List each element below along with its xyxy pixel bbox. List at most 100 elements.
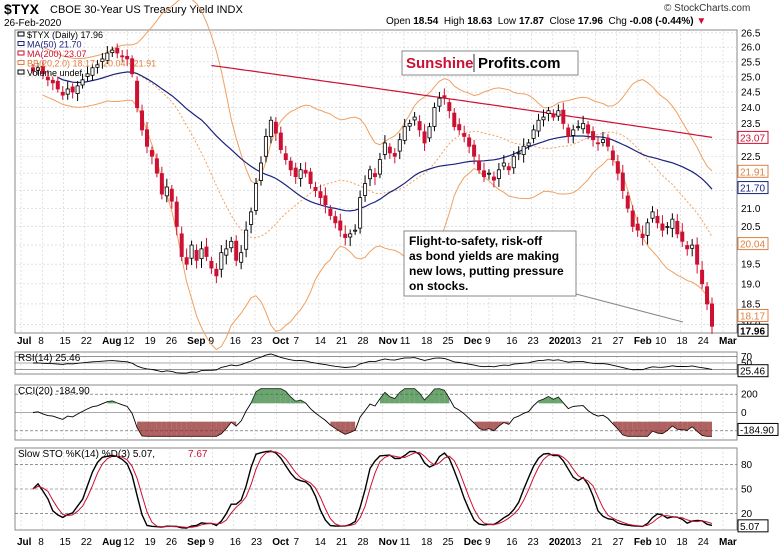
legend-swatch (17, 41, 25, 46)
cci-oversold-fill (702, 421, 708, 437)
bollinger-upper-band (42, 0, 713, 185)
price-value-box (737, 308, 769, 322)
cci-overbought-fill (543, 396, 549, 404)
candle-body (135, 80, 140, 108)
logo-part2: Profits.com (478, 55, 561, 72)
x-axis-label-top: 15 (60, 336, 72, 347)
cci-overbought-fill (251, 391, 257, 404)
low-label: Low (497, 16, 517, 27)
cci-oversold-fill (171, 421, 177, 437)
cci-overbought-fill (553, 397, 559, 404)
candle-body (278, 132, 283, 150)
candle-body (144, 129, 149, 147)
symbol: $TYX (4, 1, 40, 17)
candle-body (566, 127, 571, 137)
candle-body (60, 91, 65, 96)
cci-overbought-fill (409, 388, 415, 404)
candle-body (610, 150, 615, 161)
price-value-label: 21.91 (737, 164, 769, 178)
candle-body (110, 49, 115, 53)
down-arrow-icon: ▼ (696, 16, 707, 27)
x-axis-label-top: 10 (655, 336, 667, 347)
candle-body (516, 152, 521, 155)
candle-body (605, 137, 610, 147)
price-tick-label: 18.5 (741, 299, 761, 310)
candle-body (100, 58, 105, 62)
legend-swatch (17, 60, 25, 65)
candle-body (635, 223, 640, 231)
price-value-box (737, 323, 769, 337)
low-value: 17.87 (518, 16, 544, 27)
cci-oversold-fill (211, 421, 217, 437)
cci-overbought-fill (280, 388, 286, 404)
x-axis-label-top: 23 (528, 336, 540, 347)
candle-body (660, 223, 665, 231)
sto-tick-label: 20 (741, 509, 753, 520)
x-axis-label-top: Feb (634, 336, 652, 347)
price-value-label: 17.96 (737, 323, 769, 337)
candle-body (263, 136, 268, 157)
cci-oversold-fill (335, 421, 341, 432)
candle-body (427, 126, 432, 139)
cci-oversold-fill (667, 421, 673, 431)
candle-body (140, 110, 145, 131)
candle-body (452, 112, 457, 128)
cci-oversold-fill (151, 421, 157, 437)
candle-body (288, 160, 293, 171)
price-tick-label: 20.5 (741, 222, 761, 233)
candle-body (348, 233, 353, 238)
cci-overbought-fill (379, 392, 385, 404)
candle-body (159, 173, 164, 195)
price-tick-label: 19.5 (741, 260, 761, 271)
x-axis-label-bottom: Feb (634, 537, 652, 548)
candle-body (40, 65, 45, 75)
annotation-box (403, 230, 577, 297)
cci-oversold-fill (479, 421, 485, 431)
candle-body (526, 142, 531, 147)
x-axis-label-top: 9 (485, 336, 491, 347)
cci-oversold-fill (707, 421, 712, 437)
x-axis-label-bottom: 27 (613, 537, 625, 548)
cci-overbought-fill (444, 390, 450, 404)
candle-body (268, 119, 273, 137)
cci-oversold-fill (503, 421, 509, 425)
x-axis-label-bottom: Nov (379, 537, 398, 548)
candle-body (308, 171, 313, 184)
cci-overbought-fill (275, 388, 281, 404)
cci-overbought-fill (558, 397, 564, 404)
candle-body (45, 76, 50, 81)
candle-body (392, 153, 397, 157)
price-tick-label: 24.5 (741, 88, 761, 99)
candle-body (437, 97, 442, 107)
sto-k-line (32, 450, 713, 529)
x-axis-label-top: 18 (676, 336, 688, 347)
cci-oversold-fill (632, 421, 638, 437)
cci-overbought-fill (399, 388, 405, 404)
candle-body (511, 155, 516, 169)
x-axis-label-bottom: 23 (251, 537, 263, 548)
cci-overbought-fill (404, 388, 410, 404)
price-panel-frame (14, 29, 738, 334)
cci-oversold-fill (221, 421, 227, 434)
candle-body (482, 170, 487, 178)
cci-overbought-fill (414, 388, 420, 404)
candle-body (204, 246, 209, 257)
cci-oversold-fill (176, 421, 182, 437)
candle-body (303, 169, 308, 174)
price-value-text: 17.96 (740, 326, 765, 337)
cci-overbought-fill (112, 401, 118, 404)
x-axis-label-top: Oct (272, 336, 289, 347)
cci-oversold-fill (186, 421, 192, 437)
cci-oversold-fill (488, 421, 494, 431)
legend-swatch (17, 50, 25, 56)
candle-body (70, 86, 75, 93)
logo-box (401, 50, 579, 76)
price-tick-label: 21.0 (741, 204, 761, 215)
price-value-text: 23.07 (740, 133, 765, 144)
cci-overbought-fill (439, 388, 445, 404)
cci-overbought-fill (300, 400, 306, 404)
candle-body (273, 121, 278, 134)
candle-body (655, 216, 660, 224)
candle-body (323, 195, 328, 206)
cci-oversold-fill (231, 421, 237, 427)
